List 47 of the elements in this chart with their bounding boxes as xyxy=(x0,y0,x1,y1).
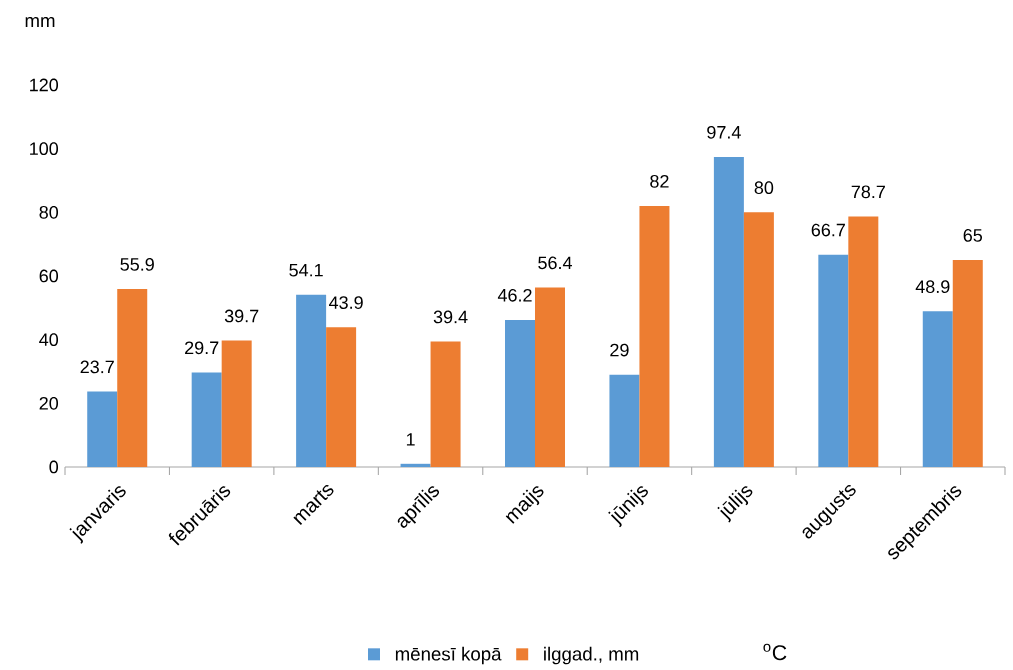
data-label: 48.9 xyxy=(915,280,950,294)
y-axis-title: mm xyxy=(25,16,55,28)
bar xyxy=(609,374,640,467)
data-label: 29 xyxy=(610,343,629,357)
data-label: 82 xyxy=(650,174,669,188)
bar xyxy=(505,319,535,467)
text: $^{o}$C xyxy=(763,643,787,661)
data-label: 66.7 xyxy=(811,223,845,237)
bar xyxy=(87,391,118,467)
data-label: 23.7 xyxy=(80,360,114,374)
bar xyxy=(952,260,983,467)
data-label: 80 xyxy=(754,181,774,195)
data-label: 78.7 xyxy=(851,185,885,199)
data-label: 65 xyxy=(963,229,983,242)
bar xyxy=(430,341,461,467)
data-label: 97.4 xyxy=(707,125,741,139)
bar xyxy=(639,205,670,467)
data-label: 29.7 xyxy=(185,341,219,355)
data-label: 54.1 xyxy=(289,263,323,277)
data-label: 1 xyxy=(406,433,415,446)
data-label: 56.4 xyxy=(538,256,572,270)
bar xyxy=(818,254,849,467)
legend-label: mēnesī kopā xyxy=(395,646,502,665)
bar xyxy=(296,294,327,467)
bar xyxy=(848,216,879,467)
y-tick-label: 80 xyxy=(39,205,59,219)
y-tick-label: 120 xyxy=(30,78,59,92)
bar xyxy=(535,287,565,467)
y-tick-label: 100 xyxy=(30,142,59,156)
y-tick-label: 60 xyxy=(39,269,59,283)
bar xyxy=(400,463,431,467)
y-tick-label: 40 xyxy=(39,333,59,347)
bar xyxy=(713,156,744,467)
bar xyxy=(117,289,148,467)
bar xyxy=(922,311,953,467)
bar xyxy=(743,212,774,467)
data-label: 55.9 xyxy=(120,258,154,271)
data-label: 39.7 xyxy=(224,309,259,323)
y-tick-label: 0 xyxy=(49,460,59,474)
legend-label: ilggad., mm xyxy=(544,646,639,665)
bar xyxy=(191,372,222,467)
y-tick-label: 20 xyxy=(39,396,59,410)
bar xyxy=(326,327,357,467)
data-label: 39.4 xyxy=(433,310,468,324)
bar xyxy=(221,340,252,467)
data-label: 46.2 xyxy=(497,288,532,302)
data-label: 43.9 xyxy=(329,296,363,309)
